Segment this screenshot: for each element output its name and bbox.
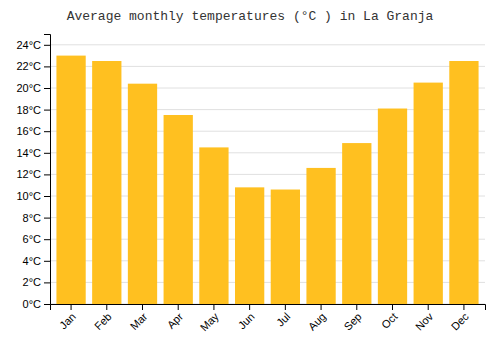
- x-tick-mark: [356, 304, 357, 310]
- y-tick-mark: [44, 66, 50, 67]
- y-tick: 10°C: [16, 190, 50, 202]
- y-tick-label: 8°C: [23, 212, 42, 224]
- x-tick-label: Nov: [413, 310, 436, 333]
- x-tick-label: Sep: [341, 310, 363, 332]
- x-tick-label: Dec: [449, 310, 472, 333]
- bar: [128, 84, 157, 304]
- x-tick-label: Jul: [274, 310, 292, 328]
- x-tick-label: Jan: [57, 310, 78, 331]
- y-tick-mark: [44, 282, 50, 283]
- x-tick-mark: [392, 304, 393, 310]
- y-tick-mark: [44, 174, 50, 175]
- bar: [164, 115, 193, 304]
- y-tick-label: 6°C: [23, 233, 42, 245]
- x-tick: Mar: [128, 304, 150, 332]
- x-tick-mark: [142, 304, 143, 310]
- y-tick: 12°C: [16, 168, 50, 180]
- y-tick-mark: [44, 196, 50, 197]
- x-tick: Jun: [236, 304, 257, 331]
- bars: [56, 56, 478, 304]
- bar: [235, 187, 264, 304]
- x-tick-label: Mar: [128, 310, 150, 332]
- x-tick-label: May: [198, 310, 222, 334]
- y-tick-mark: [44, 304, 50, 305]
- y-tick-label: 14°C: [16, 147, 41, 159]
- title: Average monthly temperatures (°C ) in La…: [67, 9, 434, 24]
- x-tick: Sep: [341, 304, 363, 333]
- y-tick: 22°C: [16, 60, 50, 72]
- y-tick-mark: [44, 153, 50, 154]
- x-axis-line: [51, 305, 486, 311]
- x-tick: Aug: [306, 304, 328, 333]
- y-tick-label: 22°C: [16, 60, 41, 72]
- y-tick: 2°C: [23, 276, 50, 288]
- plot: 0°C 2°C 4°C 6°C 8°C 10°C 12°C 14°C 16°C 18°C 20°C 2…: [16, 35, 485, 334]
- y-tick: 8°C: [23, 212, 50, 224]
- x-tick: Oct: [379, 304, 400, 331]
- x-tick-mark: [106, 304, 107, 310]
- x-tick-mark: [178, 304, 179, 310]
- y-tick: 16°C: [16, 125, 50, 137]
- x-tick-label: Aug: [306, 310, 328, 332]
- y-tick-label: 12°C: [16, 168, 41, 180]
- x-tick: Apr: [165, 304, 186, 331]
- y-tick: 18°C: [16, 104, 50, 116]
- y-tick: 14°C: [16, 147, 50, 159]
- y-tick-label: 18°C: [16, 104, 41, 116]
- y-tick: 20°C: [16, 82, 50, 94]
- x-tick-label: Feb: [92, 310, 114, 332]
- y-tick-mark: [44, 88, 50, 89]
- y-tick-mark: [44, 131, 50, 132]
- chart: Average monthly temperatures (°C ) in La…: [0, 0, 500, 350]
- y-tick-label: 2°C: [23, 276, 42, 288]
- bar: [271, 190, 300, 304]
- y-tick-mark: [44, 261, 50, 262]
- grid-line: [50, 44, 485, 45]
- x-tick-mark: [213, 304, 214, 310]
- y-tick-label: 20°C: [16, 82, 41, 94]
- x-tick-label: Apr: [165, 310, 186, 331]
- x-tick-label: Oct: [379, 310, 400, 331]
- x-tick-mark: [285, 304, 286, 310]
- bar: [56, 56, 85, 304]
- y-tick-label: 24°C: [16, 39, 41, 51]
- y-tick: 0°C: [23, 298, 50, 310]
- y-tick-label: 16°C: [16, 125, 41, 137]
- x-tick: Jan: [57, 304, 78, 331]
- x-tick: Nov: [413, 304, 436, 333]
- x-tick-mark: [71, 304, 72, 310]
- y-tick: 6°C: [23, 233, 50, 245]
- y-tick-label: 10°C: [16, 190, 41, 202]
- y-tick: 24°C: [16, 39, 50, 51]
- x-tick: May: [198, 304, 222, 333]
- x-tick-mark: [321, 304, 322, 310]
- grid: [50, 45, 485, 304]
- x-tick: Feb: [92, 304, 114, 332]
- bar: [414, 83, 443, 304]
- y-tick-mark: [44, 110, 50, 111]
- x-tick: Jul: [274, 304, 292, 329]
- y-axis: 0°C 2°C 4°C 6°C 8°C 10°C 12°C 14°C 16°C 18°C 20°C 2…: [16, 35, 50, 311]
- x-tick-mark: [249, 304, 250, 310]
- y-axis-line: [44, 35, 51, 305]
- x-tick-label: Jun: [236, 310, 257, 331]
- bar: [378, 109, 407, 304]
- y-tick-label: 4°C: [23, 255, 42, 267]
- bar: [306, 168, 335, 304]
- bar: [199, 147, 228, 304]
- y-tick-label: 0°C: [23, 298, 42, 310]
- y-tick-mark: [44, 218, 50, 219]
- y-tick-mark: [44, 45, 50, 46]
- x-tick-mark: [428, 304, 429, 310]
- bar: [449, 61, 478, 304]
- x-axis: Jan Feb Mar Apr May Jun Jul Aug Sep Oct Nov Dec: [51, 304, 486, 333]
- bar: [92, 61, 121, 304]
- x-tick-mark: [463, 304, 464, 310]
- y-tick: 4°C: [23, 255, 50, 267]
- bar: [342, 143, 371, 304]
- y-tick-mark: [44, 239, 50, 240]
- x-tick: Dec: [449, 304, 472, 333]
